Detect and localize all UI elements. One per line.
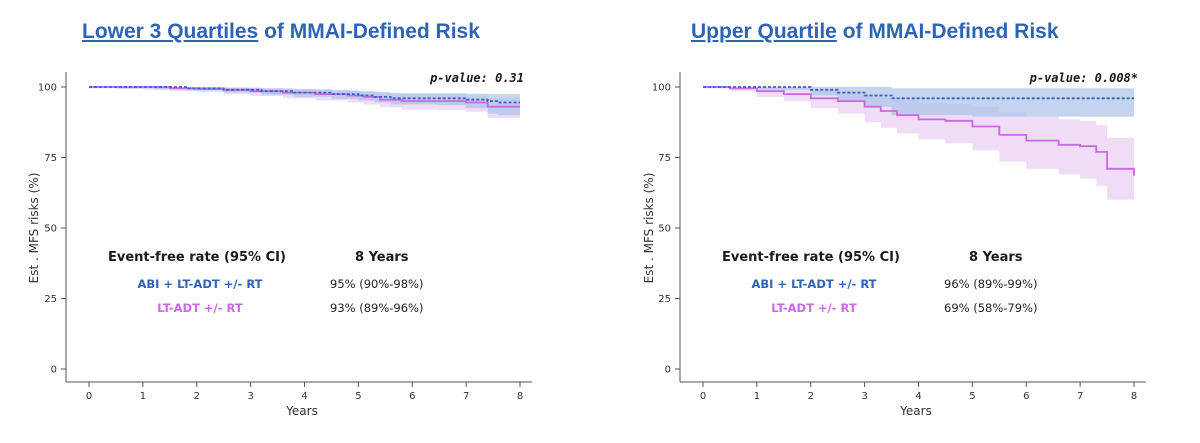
panel-lower-quartiles: Lower 3 Quartiles of MMAI-Defined Risk 0… — [27, 20, 532, 418]
x-tick-label: 2 — [808, 391, 814, 402]
table-row-adt-name: LT-ADT +/- RT — [771, 301, 857, 315]
x-tick-label: 5 — [355, 391, 361, 402]
x-tick-label: 1 — [140, 391, 146, 402]
x-tick-label: 8 — [1131, 391, 1137, 402]
x-axis-label: Years — [899, 404, 932, 418]
x-tick-label: 0 — [700, 391, 706, 402]
curve-abi — [703, 86, 1134, 100]
table-header-label: Event-free rate (95% CI) — [108, 250, 286, 265]
table-row-abi-name: ABI + LT-ADT +/- RT — [137, 277, 262, 291]
table-header-label: Event-free rate (95% CI) — [722, 250, 900, 265]
x-tick-label: 2 — [194, 391, 200, 402]
table-header-time: 8 Years — [355, 250, 409, 265]
title-underlined: Lower 3 Quartiles — [82, 20, 259, 43]
ci-band-abi — [703, 87, 1134, 117]
ci-bands — [89, 87, 520, 118]
y-tick-label: 100 — [38, 83, 57, 94]
y-ticks: 0 25 50 75 100 — [38, 83, 66, 376]
x-tick-label: 0 — [86, 391, 92, 402]
x-tick-label: 6 — [409, 391, 415, 402]
x-tick-label: 8 — [517, 391, 523, 402]
y-axis-label: Est . MFS risks (%) — [27, 173, 41, 284]
y-tick-label: 25 — [44, 294, 57, 305]
x-tick-label: 4 — [301, 391, 307, 402]
p-value: p-value: 0.31 — [429, 71, 524, 85]
table-row-adt-value: 69% (58%-79%) — [944, 301, 1037, 315]
x-axis-label: Years — [285, 404, 318, 418]
chart-title: Upper Quartile of MMAI-Defined Risk — [691, 20, 1059, 44]
x-tick-label: 6 — [1023, 391, 1029, 402]
plot-frame — [65, 72, 532, 383]
survival-curves — [89, 86, 520, 108]
x-tick-label: 5 — [969, 391, 975, 402]
x-tick-label: 4 — [915, 391, 921, 402]
title-rest: of MMAI-Defined Risk — [258, 20, 480, 43]
table-row-abi-name: ABI + LT-ADT +/- RT — [751, 277, 876, 291]
y-tick-label: 25 — [658, 294, 671, 305]
x-tick-label: 1 — [754, 391, 760, 402]
y-tick-label: 50 — [658, 224, 671, 235]
table-header-time: 8 Years — [969, 250, 1023, 265]
y-tick-label: 75 — [44, 153, 57, 164]
y-axis-label: Est . MFS risks (%) — [642, 173, 656, 284]
y-tick-label: 50 — [44, 224, 57, 235]
ci-bands — [703, 87, 1134, 207]
survival-curves — [703, 86, 1135, 176]
x-tick-label: 7 — [1077, 391, 1083, 402]
y-tick-label: 0 — [665, 365, 671, 376]
ci-band-lt-adt — [703, 87, 1134, 207]
km-plot: 0 25 50 75 100 0 1 2 3 4 5 6 7 8 Years Est . MFS ris… — [642, 71, 1146, 418]
y-ticks: 0 25 50 75 100 — [652, 83, 680, 376]
curve-lt-adt — [703, 86, 1135, 176]
y-tick-label: 75 — [658, 153, 671, 164]
km-plot: 0 25 50 75 100 0 1 2 3 4 5 6 7 8 Years Est . MFS ris… — [27, 71, 532, 418]
x-tick-label: 7 — [463, 391, 469, 402]
x-tick-label: 3 — [861, 391, 867, 402]
table-row-abi-value: 96% (89%-99%) — [944, 277, 1037, 291]
p-value: p-value: 0.008* — [1029, 71, 1138, 85]
chart-title: Lower 3 Quartiles of MMAI-Defined Risk — [82, 20, 480, 44]
panel-upper-quartile: Upper Quartile of MMAI-Defined Risk 0 25 5… — [600, 0, 1200, 443]
table-row-abi-value: 95% (90%-98%) — [330, 277, 423, 291]
x-tick-label: 3 — [247, 391, 253, 402]
y-tick-label: 100 — [652, 83, 671, 94]
title-rest: of MMAI-Defined Risk — [836, 20, 1059, 43]
plot-frame — [679, 72, 1146, 383]
curve-abi — [89, 86, 520, 104]
table-row-adt-name: LT-ADT +/- RT — [157, 301, 243, 315]
x-ticks: 0 1 2 3 4 5 6 7 8 — [86, 382, 523, 402]
table-row-adt-value: 93% (89%-96%) — [330, 301, 423, 315]
ci-band-abi — [89, 87, 520, 116]
y-tick-label: 0 — [51, 365, 57, 376]
title-underlined: Upper Quartile — [691, 20, 837, 43]
x-ticks: 0 1 2 3 4 5 6 7 8 — [700, 382, 1137, 402]
